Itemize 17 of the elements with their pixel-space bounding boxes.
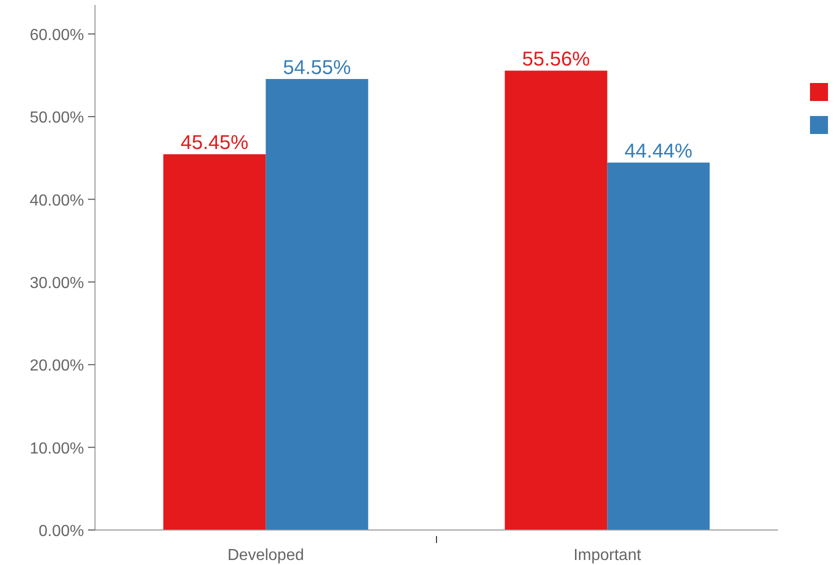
data-label: 55.56% [522, 48, 590, 71]
y-tick-label: 30.00% [30, 274, 84, 292]
y-tick-label: 20.00% [30, 358, 84, 375]
x-tick-label: Developed [228, 547, 304, 564]
bar [163, 154, 266, 530]
data-label: 45.45% [180, 132, 249, 154]
data-label: 54.55% [283, 56, 352, 79]
bar [266, 78, 368, 530]
y-tick-label: 0.00% [38, 523, 84, 540]
y-tick-label: 40.00% [30, 192, 84, 210]
y-tick-label: 60.00% [30, 26, 84, 44]
bar [607, 162, 710, 530]
y-tick-label: 10.00% [30, 440, 84, 458]
x-tick-label: Important [573, 547, 642, 564]
y-tick-label: 50.00% [30, 110, 84, 127]
bar [504, 70, 608, 530]
data-label: 44.44% [624, 140, 693, 163]
